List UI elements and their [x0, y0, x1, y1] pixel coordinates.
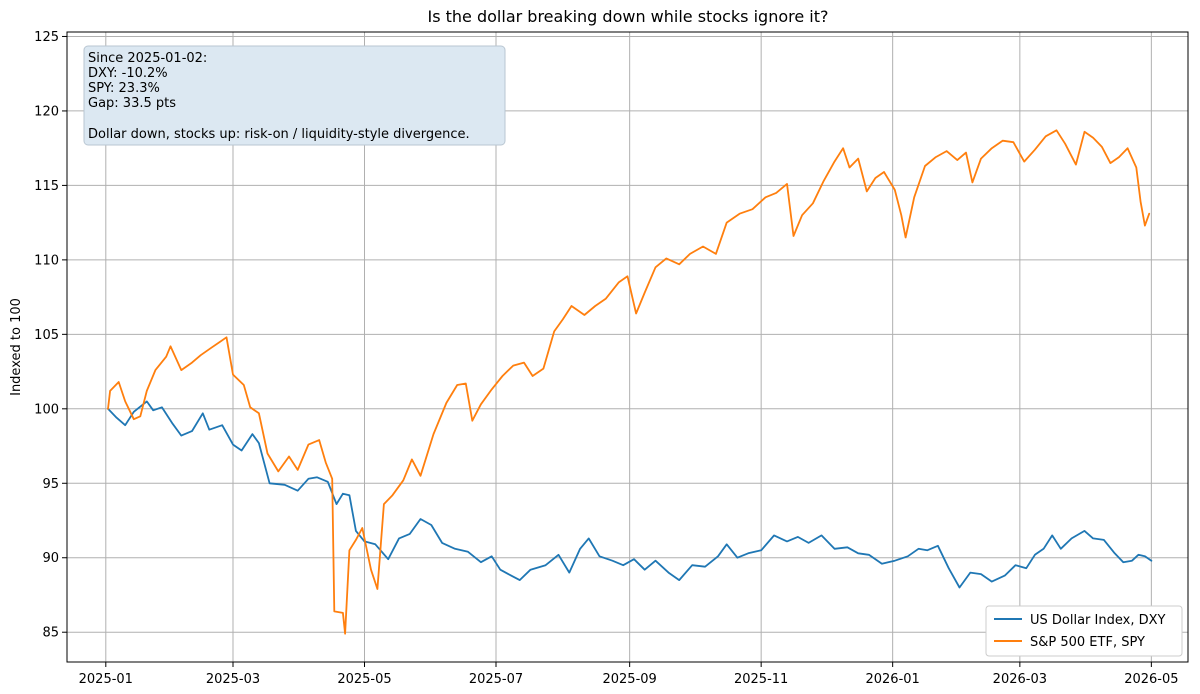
grid	[67, 32, 1188, 662]
x-tick-label: 2025-09	[602, 672, 656, 687]
y-tick-label: 100	[34, 402, 59, 417]
axis-ticks: 2025-01 2025-03 2025-05 2025-07 2025-09 2025-…	[34, 30, 1178, 687]
annotation-line: Dollar down, stocks up: risk-on / liquid…	[88, 127, 470, 142]
series-lines	[107, 129, 1153, 635]
series-line-spy	[107, 129, 1151, 635]
x-tick-label: 2025-05	[337, 672, 391, 687]
x-tick-label: 2025-07	[469, 672, 523, 687]
y-tick-label: 85	[42, 626, 59, 641]
x-tick-label: 2025-01	[79, 672, 133, 687]
x-tick-label: 2025-11	[734, 672, 788, 687]
series-line-dxy	[107, 400, 1153, 589]
x-tick-label: 2025-03	[206, 672, 260, 687]
x-tick-label: 2026-01	[865, 672, 919, 687]
y-tick-label: 110	[34, 253, 59, 268]
annotation-box: Since 2025-01-02: DXY: -10.2% SPY: 23.3%…	[83, 45, 506, 146]
y-tick-label: 95	[42, 477, 59, 492]
y-tick-label: 90	[42, 551, 59, 566]
x-tick-label: 2026-05	[1124, 672, 1178, 687]
y-tick-label: 115	[34, 179, 59, 194]
legend-label-dxy: US Dollar Index, DXY	[1030, 613, 1165, 628]
y-tick-label: 125	[34, 30, 59, 45]
y-tick-label: 105	[34, 328, 59, 343]
annotation-line: SPY: 23.3%	[88, 81, 160, 96]
chart-title: Is the dollar breaking down while stocks…	[428, 7, 829, 26]
y-axis-label: Indexed to 100	[9, 298, 24, 396]
y-tick-label: 120	[34, 104, 59, 119]
annotation-line: Gap: 33.5 pts	[88, 96, 176, 111]
legend-label-spy: S&P 500 ETF, SPY	[1030, 635, 1145, 650]
plot-frame	[66, 31, 1189, 663]
annotation-line: Since 2025-01-02:	[88, 51, 207, 66]
annotation-line: DXY: -10.2%	[88, 66, 168, 81]
legend: US Dollar Index, DXY S&P 500 ETF, SPY	[985, 605, 1183, 657]
x-tick-label: 2026-03	[993, 672, 1047, 687]
